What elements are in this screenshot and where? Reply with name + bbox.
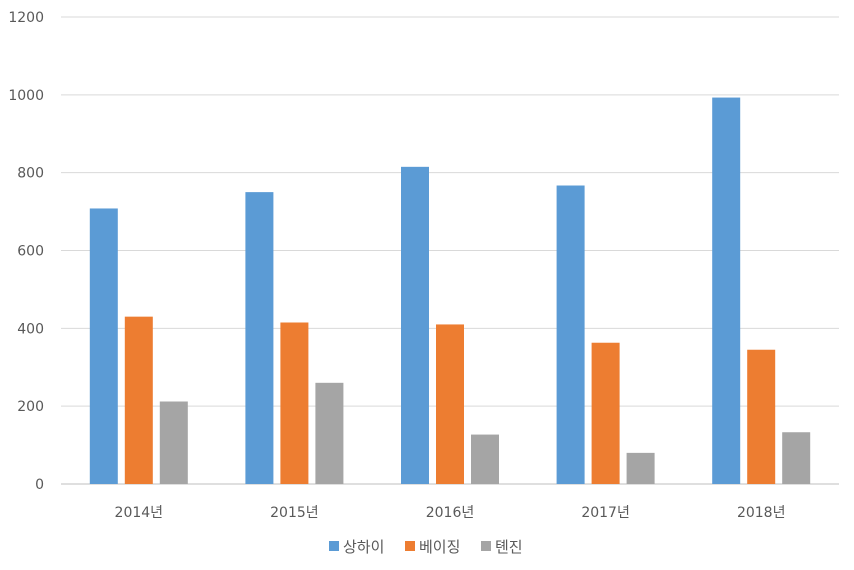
y-tick-label: 1200 <box>8 10 44 26</box>
bar-2-1 <box>124 316 153 484</box>
y-tick-label: 800 <box>17 166 44 182</box>
legend: 상하이 베이징 톈진 <box>329 538 523 556</box>
legend-swatch <box>481 541 491 551</box>
x-tick-label: 2016년 <box>426 505 475 521</box>
legend-label: 톈진 <box>495 538 523 556</box>
bar-1-1 <box>89 208 118 484</box>
y-tick-label: 1000 <box>8 88 44 104</box>
x-tick-label: 2018년 <box>737 505 786 521</box>
x-tick-label: 2015년 <box>270 505 319 521</box>
legend-swatch <box>405 541 415 551</box>
y-tick-label: 0 <box>35 477 44 493</box>
bar-3-3 <box>471 434 499 484</box>
x-tick-label: 2014년 <box>115 505 164 521</box>
y-axis-tick-labels: 0 200 400 600 800 1000 1200 <box>8 10 44 493</box>
legend-swatch <box>329 541 339 551</box>
bar-2-2 <box>280 322 309 484</box>
bar-2-4 <box>591 342 620 484</box>
bar-3-4 <box>626 452 655 484</box>
bar-2-3 <box>436 324 464 484</box>
legend-label: 상하이 <box>343 538 384 556</box>
bar-3-1 <box>159 401 188 484</box>
x-axis-tick-labels: 2014년 2015년 2016년 2017년 2018년 <box>115 505 786 521</box>
bar-1-5 <box>712 97 741 485</box>
legend-label: 베이징 <box>419 538 460 556</box>
bar-2-5 <box>747 349 776 484</box>
y-tick-label: 200 <box>17 399 44 415</box>
y-tick-label: 600 <box>17 244 44 260</box>
bar-3-2 <box>315 382 344 484</box>
bar-3-5 <box>782 432 811 484</box>
bars <box>89 97 811 485</box>
bar-1-4 <box>556 185 585 485</box>
x-tick-label: 2017년 <box>581 505 630 521</box>
bar-1-2 <box>245 192 274 484</box>
y-tick-label: 400 <box>17 321 44 337</box>
bar-1-3 <box>401 166 429 484</box>
